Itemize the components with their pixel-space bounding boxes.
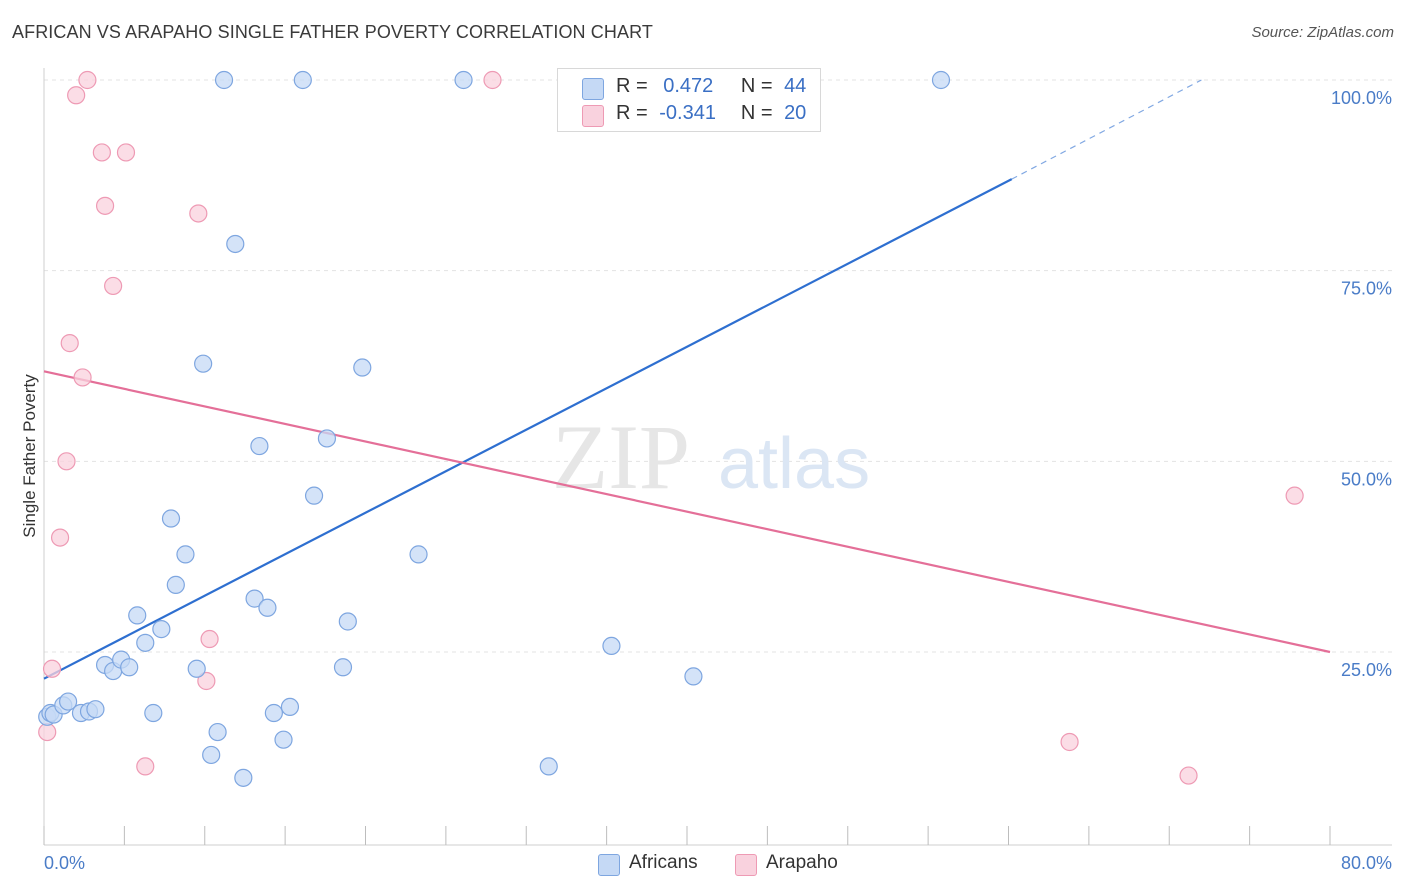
africans-point (176, 545, 195, 564)
africans-point (684, 667, 703, 686)
africans-point (120, 658, 139, 677)
arapaho-point (60, 334, 79, 353)
africans-point (409, 545, 428, 564)
africans-point (353, 358, 372, 377)
arapaho-point (38, 722, 57, 742)
arapaho-point (67, 86, 86, 105)
africans-point (226, 234, 245, 254)
africans-point (187, 659, 206, 678)
africans-point (144, 703, 163, 723)
y-tick-label-75: 75.0% (1341, 279, 1392, 299)
arapaho-point (92, 143, 111, 162)
africans-point (338, 612, 357, 631)
chart-source: Source: ZipAtlas.com (1251, 24, 1394, 41)
africans-point (258, 598, 277, 617)
africans-point (274, 730, 293, 749)
arapaho-point (78, 70, 97, 90)
arapaho-point (95, 196, 115, 215)
legend-n-label: N = (740, 102, 773, 124)
x-tick-label-max: 80.0% (1341, 853, 1392, 873)
chart-title: AFRICAN VS ARAPAHO SINGLE FATHER POVERTY… (12, 22, 653, 42)
arapaho-r-value: -0.341 (659, 102, 716, 124)
africans-point (86, 700, 105, 719)
y-tick-label-50: 50.0% (1341, 469, 1392, 489)
x-tick-label-min: 0.0% (44, 853, 85, 873)
arapaho-point (1060, 732, 1079, 752)
arapaho-point (483, 70, 502, 90)
africans-r-value: 0.472 (663, 75, 714, 97)
arapaho-point (50, 528, 70, 547)
arapaho-point (197, 671, 216, 691)
arapaho-point (1179, 766, 1198, 785)
arapaho-trend-line (43, 370, 1331, 654)
africans-point (304, 486, 324, 505)
y-tick-label-100: 100.0% (1331, 88, 1392, 108)
africans-point (136, 633, 155, 652)
watermark-atlas: atlas (718, 424, 870, 504)
arapaho-point (1285, 486, 1304, 505)
africans-point (194, 354, 213, 373)
arapaho-point (104, 276, 123, 296)
arapaho-legend-label: Arapaho (766, 852, 838, 873)
arapaho-point (73, 368, 92, 387)
africans-point (333, 658, 353, 677)
arapaho-points (38, 70, 1304, 785)
legend-r-label: R = (616, 75, 648, 97)
legend-item-arapaho: Arapaho (735, 852, 838, 876)
africans-point (59, 692, 78, 711)
y-axis-tick-labels: 25.0% 50.0% 75.0% 100.0% (1331, 88, 1392, 680)
trend-lines (43, 79, 1331, 680)
arapaho-n-value: 20 (784, 102, 807, 124)
legend-item-africans: Africans (598, 852, 698, 876)
africans-point (208, 722, 227, 742)
africans-point (214, 70, 234, 90)
y-tick-label-25: 25.0% (1341, 660, 1392, 680)
watermark: ZIP atlas (552, 406, 870, 508)
arapaho-point (116, 143, 136, 162)
africans-trend-extension (1011, 79, 1202, 180)
africans-point (931, 70, 951, 90)
africans-point (280, 697, 300, 717)
africans-swatch (582, 78, 604, 100)
arapaho-swatch (582, 105, 604, 127)
arapaho-point (189, 204, 208, 223)
correlation-legend: R = 0.472 N = 44 R = -0.341 N = 20 (557, 68, 821, 132)
africans-point (245, 589, 264, 608)
africans-point (293, 70, 312, 90)
africans-point (128, 606, 147, 625)
x-axis-ticks (43, 826, 1331, 845)
legend-r-label: R = (616, 102, 648, 124)
y-axis-label: Single Father Poverty (20, 374, 39, 538)
africans-point (250, 436, 269, 456)
africans-legend-label: Africans (629, 852, 698, 873)
legend-row-africans: R = 0.472 N = 44 (582, 75, 807, 100)
arapaho-legend-swatch (735, 854, 757, 876)
africans-point (234, 768, 253, 787)
watermark-zip: ZIP (552, 406, 690, 508)
legend-n-label: N = (740, 75, 773, 97)
arapaho-point (57, 452, 76, 471)
africans-point (152, 620, 171, 639)
africans-point (161, 509, 181, 528)
arapaho-point (200, 629, 219, 649)
africans-point (166, 575, 185, 594)
africans-point (539, 757, 558, 776)
grid-lines (44, 79, 1392, 653)
africans-legend-swatch (598, 854, 620, 876)
africans-point (264, 703, 283, 723)
africans-point (454, 70, 473, 90)
africans-points (38, 70, 951, 787)
africans-point (602, 636, 621, 655)
africans-point (202, 745, 221, 765)
africans-n-value: 44 (784, 75, 807, 97)
africans-trend-line (43, 178, 1013, 680)
arapaho-point (136, 757, 155, 776)
arapaho-point (42, 659, 62, 678)
africans-point (317, 429, 337, 448)
legend-row-arapaho: R = -0.341 N = 20 (582, 102, 807, 127)
